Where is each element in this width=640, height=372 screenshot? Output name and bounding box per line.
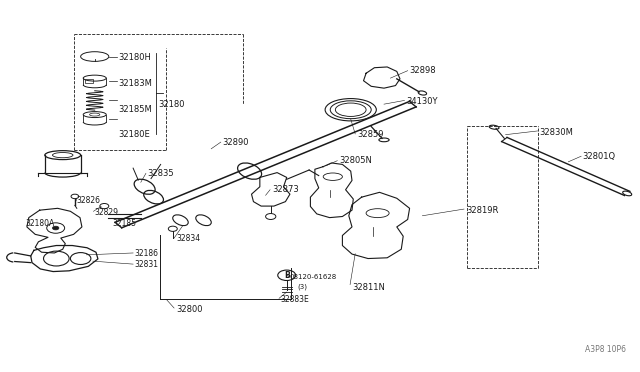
Text: 32805N: 32805N [339, 156, 372, 165]
Text: 32183M: 32183M [118, 79, 152, 88]
Text: 32185M: 32185M [118, 105, 152, 114]
Text: 32811N: 32811N [352, 283, 385, 292]
Text: 32890: 32890 [223, 138, 249, 147]
Text: 32873: 32873 [272, 185, 299, 194]
Text: A3P8 10P6: A3P8 10P6 [585, 345, 626, 354]
Text: B: B [284, 271, 289, 280]
Text: 32883E: 32883E [280, 295, 309, 304]
Text: 32185: 32185 [112, 219, 136, 228]
Text: 32180E: 32180E [118, 130, 150, 139]
Circle shape [52, 226, 59, 230]
Text: 32186: 32186 [134, 249, 159, 258]
Text: 32800: 32800 [176, 305, 202, 314]
Text: 32180: 32180 [159, 100, 185, 109]
Text: 32898: 32898 [410, 66, 436, 75]
Text: 32829: 32829 [95, 208, 119, 217]
Text: 32826: 32826 [77, 196, 101, 205]
Text: (3): (3) [298, 284, 308, 291]
Text: 08120-61628: 08120-61628 [290, 274, 337, 280]
Text: 32819R: 32819R [466, 206, 499, 215]
Text: 32834: 32834 [176, 234, 200, 243]
Ellipse shape [623, 191, 632, 196]
Circle shape [71, 194, 79, 199]
Text: 32835: 32835 [147, 169, 174, 178]
Bar [85, 79, 93, 83]
Text: 32831: 32831 [134, 260, 159, 269]
Text: 34130Y: 34130Y [406, 97, 438, 106]
Text: 32830M: 32830M [539, 128, 573, 137]
Text: 32859: 32859 [357, 130, 383, 139]
Circle shape [266, 214, 276, 219]
Text: 32180A: 32180A [26, 219, 55, 228]
Text: 32180H: 32180H [118, 53, 151, 62]
Text: 32801Q: 32801Q [582, 153, 616, 161]
